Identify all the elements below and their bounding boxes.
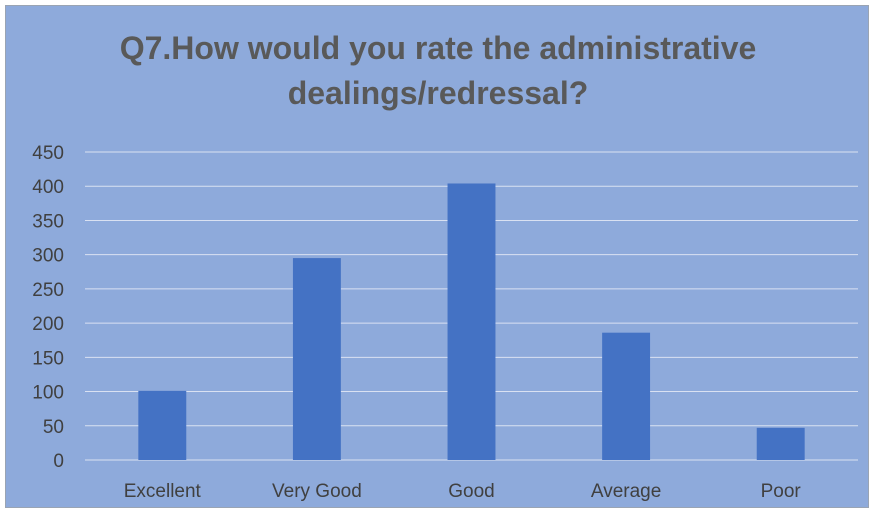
bar-good — [447, 183, 496, 461]
bars — [138, 183, 805, 461]
bar-poor — [756, 427, 805, 460]
y-tick-label: 100 — [32, 383, 64, 404]
bar-very-good — [292, 258, 341, 460]
y-tick-label: 350 — [32, 211, 64, 232]
y-tick-label: 450 — [32, 143, 64, 164]
y-tick-label: 250 — [32, 280, 64, 301]
bar-excellent — [138, 390, 187, 460]
y-tick-label: 200 — [32, 314, 64, 335]
x-tick-label: Poor — [761, 481, 802, 502]
x-tick-label: Excellent — [124, 481, 202, 502]
x-tick-label: Very Good — [272, 481, 362, 502]
y-tick-label: 50 — [43, 417, 64, 438]
bar-average — [602, 332, 651, 460]
y-tick-label: 300 — [32, 246, 64, 267]
x-axis: Excellent Very Good Good Average Poor — [124, 481, 802, 502]
y-tick-label: 150 — [32, 348, 64, 369]
y-tick-label: 400 — [32, 177, 64, 198]
y-axis: 0 50 100 150 200 250 300 350 400 450 — [32, 143, 64, 472]
x-tick-label: Average — [591, 481, 661, 502]
chart-title: Q7.How would you rate the administrative… — [119, 30, 757, 111]
x-tick-label: Good — [448, 481, 494, 502]
y-tick-label: 0 — [53, 451, 64, 472]
